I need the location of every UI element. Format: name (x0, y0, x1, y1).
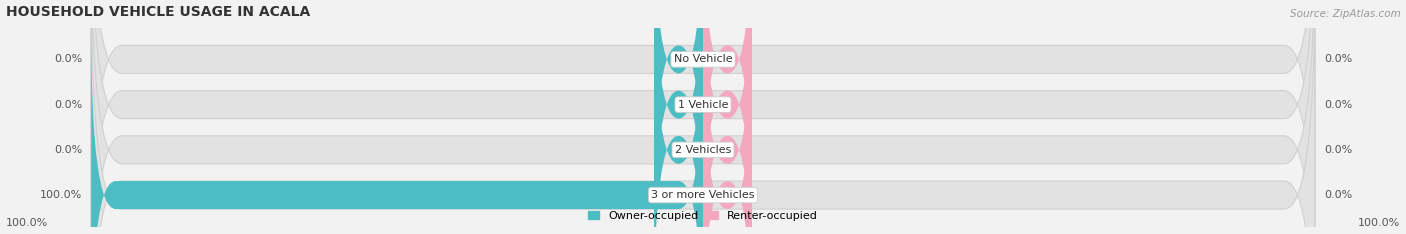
Text: 0.0%: 0.0% (1324, 190, 1353, 200)
FancyBboxPatch shape (654, 0, 703, 226)
FancyBboxPatch shape (91, 28, 703, 234)
FancyBboxPatch shape (703, 28, 752, 234)
Text: 100.0%: 100.0% (1358, 218, 1400, 228)
Text: 100.0%: 100.0% (6, 218, 48, 228)
Text: 0.0%: 0.0% (1324, 54, 1353, 64)
Text: 1 Vehicle: 1 Vehicle (678, 100, 728, 110)
Text: 0.0%: 0.0% (53, 100, 82, 110)
Text: 0.0%: 0.0% (1324, 100, 1353, 110)
Legend: Owner-occupied, Renter-occupied: Owner-occupied, Renter-occupied (583, 206, 823, 225)
Text: No Vehicle: No Vehicle (673, 54, 733, 64)
Text: 2 Vehicles: 2 Vehicles (675, 145, 731, 155)
FancyBboxPatch shape (703, 0, 752, 234)
FancyBboxPatch shape (703, 0, 752, 234)
Text: 0.0%: 0.0% (53, 54, 82, 64)
FancyBboxPatch shape (654, 0, 703, 234)
FancyBboxPatch shape (703, 0, 752, 226)
Text: 0.0%: 0.0% (1324, 145, 1353, 155)
FancyBboxPatch shape (91, 0, 1315, 234)
FancyBboxPatch shape (91, 0, 1315, 234)
Text: HOUSEHOLD VEHICLE USAGE IN ACALA: HOUSEHOLD VEHICLE USAGE IN ACALA (6, 5, 309, 19)
FancyBboxPatch shape (91, 0, 1315, 234)
FancyBboxPatch shape (654, 0, 703, 234)
Text: 3 or more Vehicles: 3 or more Vehicles (651, 190, 755, 200)
Text: 0.0%: 0.0% (53, 145, 82, 155)
FancyBboxPatch shape (91, 0, 1315, 234)
Text: Source: ZipAtlas.com: Source: ZipAtlas.com (1289, 9, 1400, 19)
Text: 100.0%: 100.0% (39, 190, 82, 200)
